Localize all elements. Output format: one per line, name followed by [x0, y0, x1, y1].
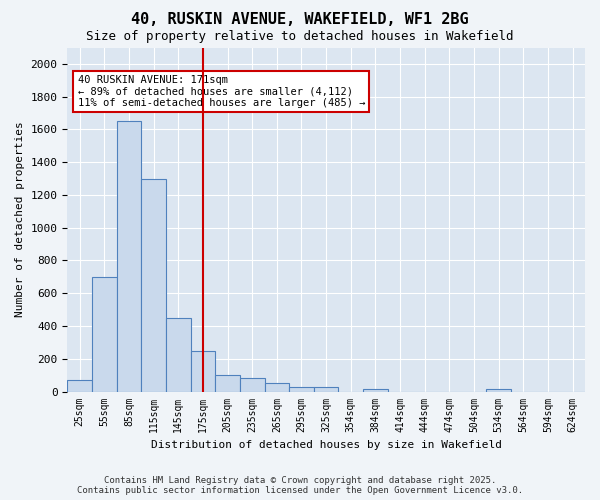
Bar — [289, 386, 314, 392]
Text: 40 RUSKIN AVENUE: 171sqm
← 89% of detached houses are smaller (4,112)
11% of sem: 40 RUSKIN AVENUE: 171sqm ← 89% of detach… — [77, 75, 365, 108]
Bar — [265, 384, 289, 392]
Bar — [67, 380, 92, 392]
Bar — [487, 389, 511, 392]
Bar — [116, 121, 141, 392]
Bar — [363, 389, 388, 392]
Bar — [240, 378, 265, 392]
X-axis label: Distribution of detached houses by size in Wakefield: Distribution of detached houses by size … — [151, 440, 502, 450]
Bar — [215, 375, 240, 392]
Text: Contains HM Land Registry data © Crown copyright and database right 2025.
Contai: Contains HM Land Registry data © Crown c… — [77, 476, 523, 495]
Bar — [92, 277, 116, 392]
Text: Size of property relative to detached houses in Wakefield: Size of property relative to detached ho… — [86, 30, 514, 43]
Y-axis label: Number of detached properties: Number of detached properties — [15, 122, 25, 318]
Text: 40, RUSKIN AVENUE, WAKEFIELD, WF1 2BG: 40, RUSKIN AVENUE, WAKEFIELD, WF1 2BG — [131, 12, 469, 28]
Bar — [191, 350, 215, 392]
Bar — [166, 318, 191, 392]
Bar — [141, 178, 166, 392]
Bar — [314, 388, 338, 392]
